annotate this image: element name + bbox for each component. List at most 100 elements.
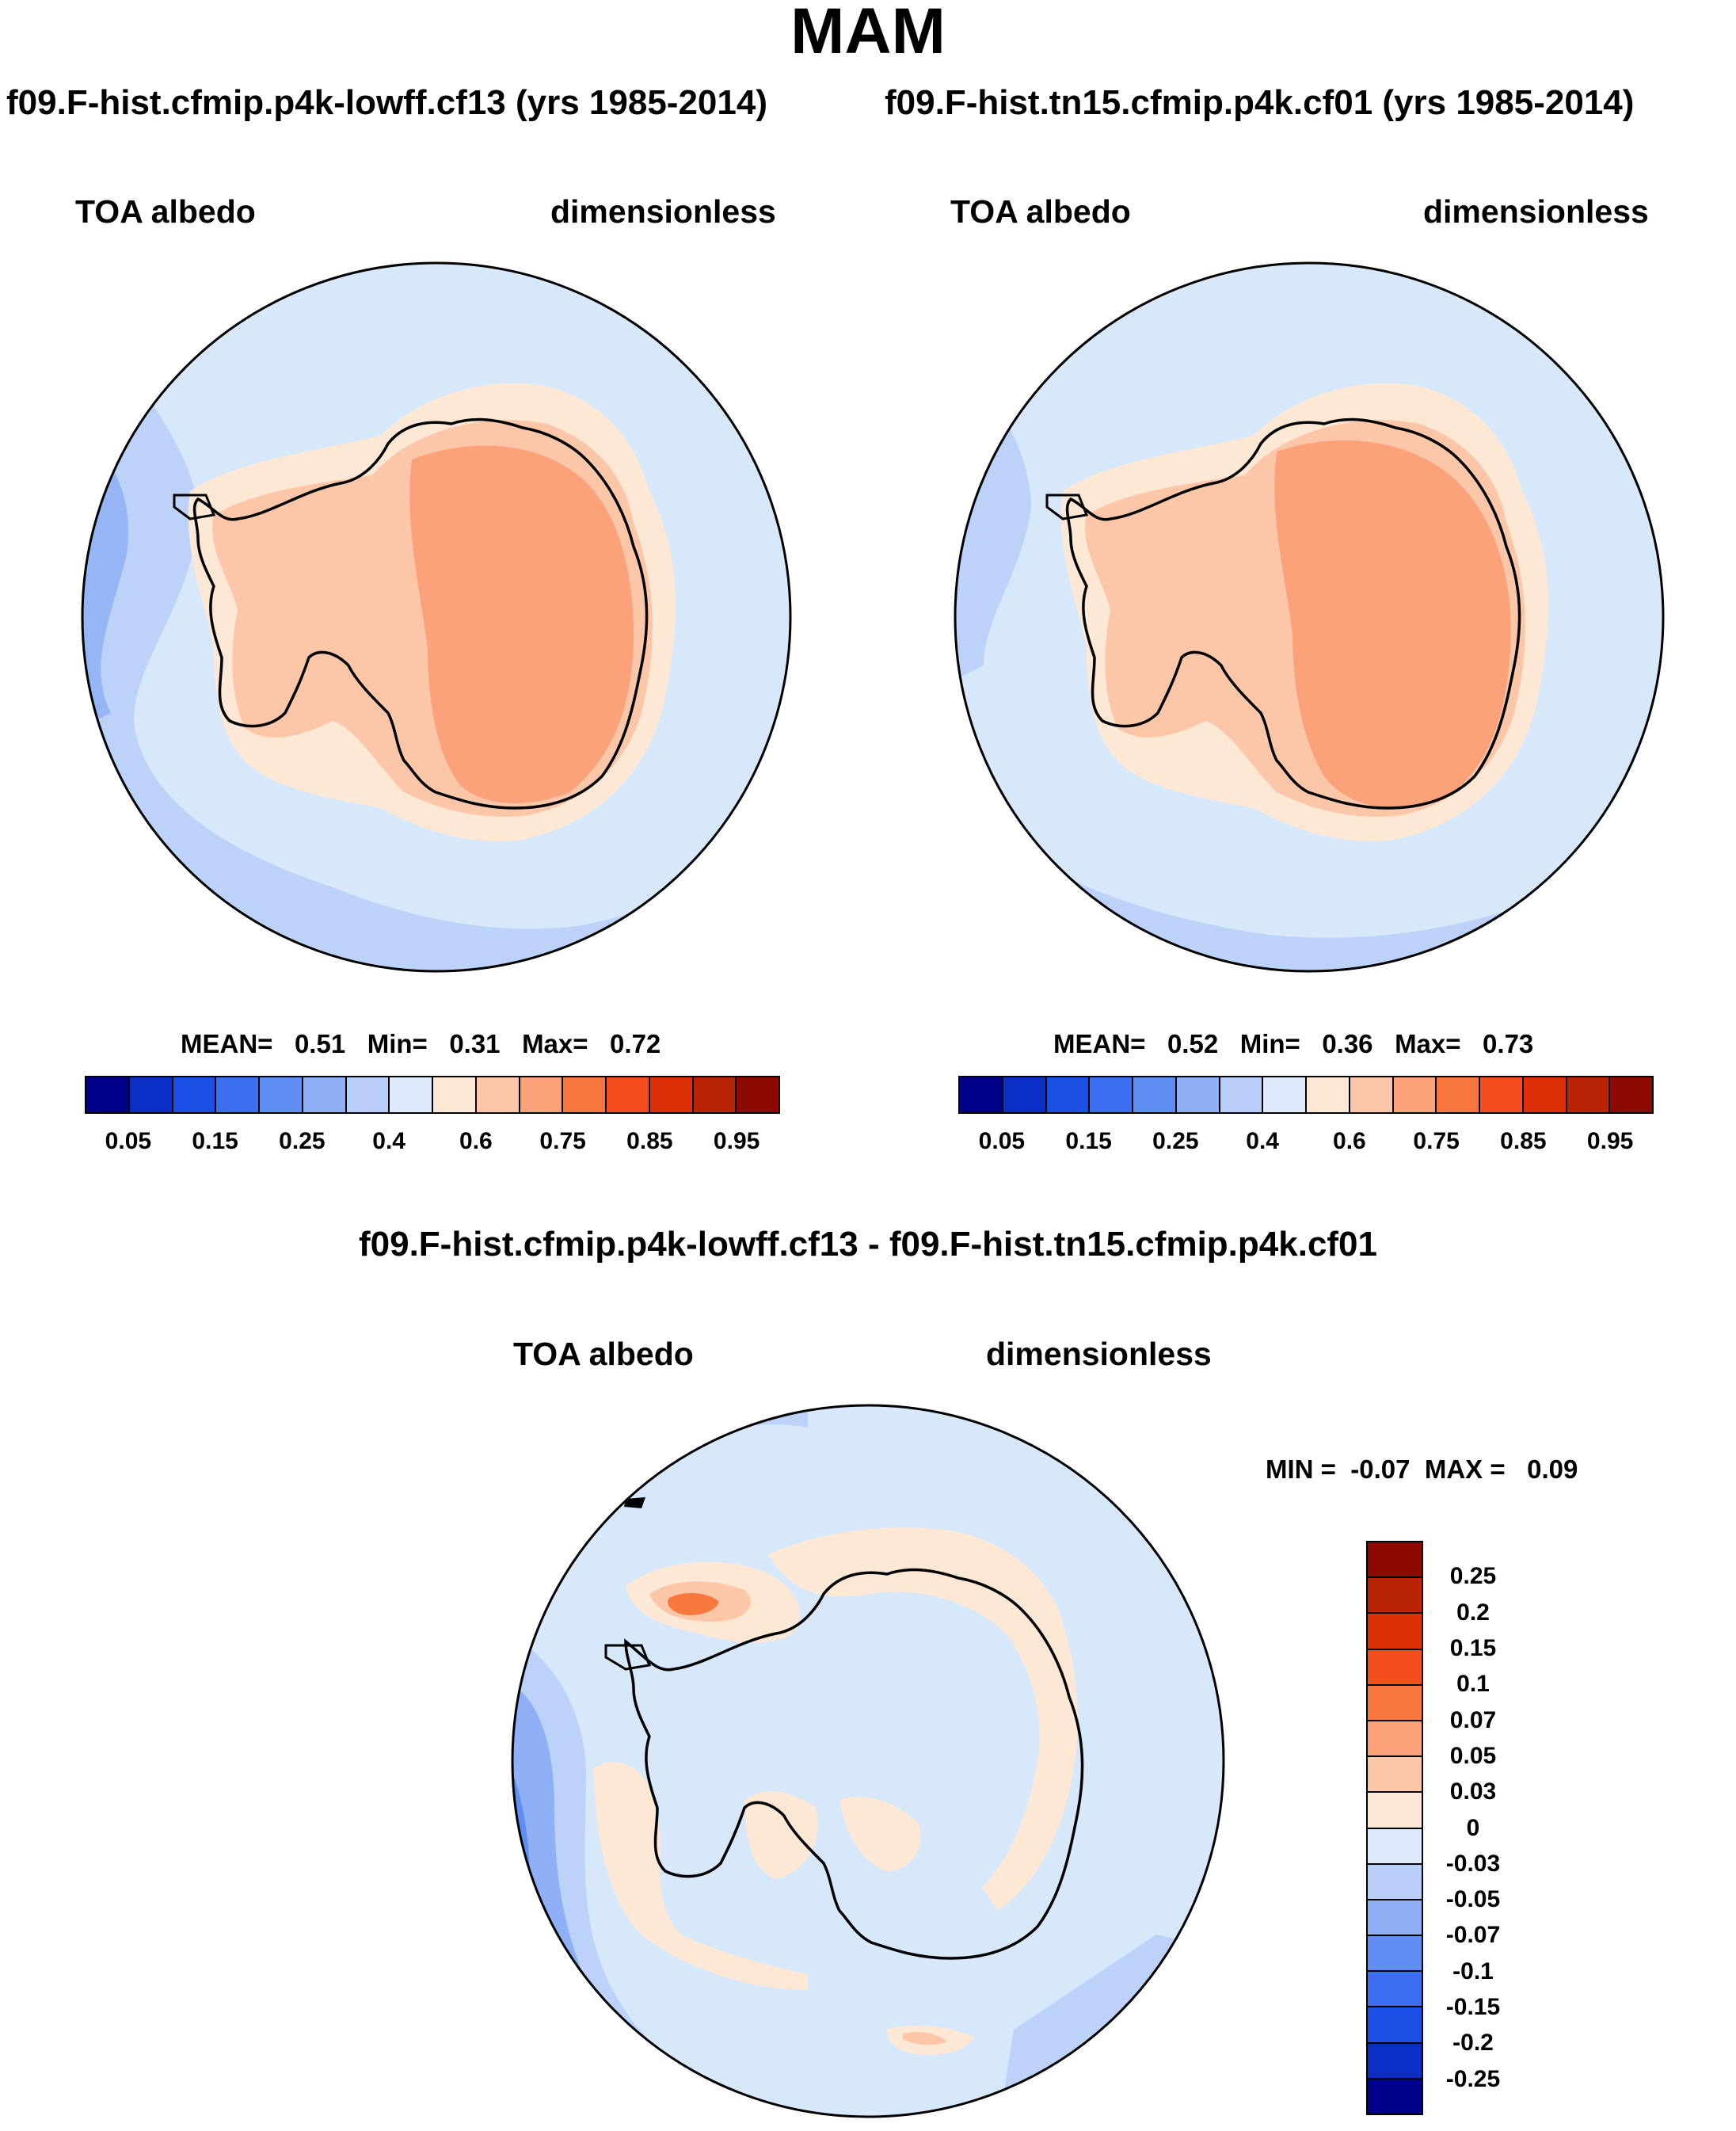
top-left-colorbar-swatch (649, 1077, 694, 1112)
difference-colorbar-swatch (1368, 1685, 1422, 1721)
top-left-colorbar-swatch (216, 1077, 260, 1112)
bottom-min-max: MIN = -0.07 MAX = 0.09 (1266, 1454, 1578, 1484)
top-right-colorbar-swatch (1263, 1077, 1307, 1112)
top-right-colorbar-swatch (1046, 1077, 1091, 1112)
difference-colorbar-tick-label: 0.05 (1449, 1742, 1497, 1769)
difference-colorbar-tick-label: -0.2 (1452, 2030, 1494, 2057)
difference-colorbar-tick-label: -0.03 (1445, 1850, 1501, 1877)
top-left-colorbar-swatch (607, 1077, 650, 1112)
difference-colorbar-swatch (1368, 1864, 1422, 1900)
top-right-colorbar-swatch (1393, 1077, 1437, 1112)
left-run-header: f09.F-hist.cfmip.p4k-lowff.cf13 (yrs 198… (6, 83, 767, 122)
difference-colorbar-tick-label: 0.07 (1449, 1706, 1497, 1733)
top-left-units-label: dimensionless (550, 193, 776, 230)
top-left-colorbar-swatch (563, 1077, 607, 1112)
difference-title: f09.F-hist.cfmip.p4k-lowff.cf13 - f09.F-… (358, 1225, 1378, 1264)
top-right-colorbar-tick-label: 0.25 (1152, 1128, 1199, 1154)
top-right-colorbar-swatch (1003, 1077, 1047, 1112)
difference-colorbar-tick-label: 0.15 (1449, 1634, 1497, 1661)
top-right-polar-map (954, 261, 1665, 973)
top-left-colorbar-swatch (86, 1077, 130, 1112)
top-left-colorbar-swatch (173, 1077, 217, 1112)
difference-colorbar-swatch (1368, 2007, 1422, 2044)
difference-colorbar-tick-label: -0.07 (1445, 1922, 1501, 1949)
difference-colorbar-tick-label: 0.1 (1456, 1671, 1490, 1698)
top-left-colorbar-tick-label: 0.6 (459, 1128, 493, 1154)
top-right-colorbar-swatch (1480, 1077, 1524, 1112)
difference-colorbar-tick-label: 0.2 (1456, 1599, 1490, 1626)
top-right-units-label: dimensionless (1423, 193, 1649, 230)
top-left-colorbar-swatch (346, 1077, 390, 1112)
difference-colorbar-tick-label: 0.25 (1449, 1563, 1497, 1590)
difference-colorbar-ticks: 0.25 0.2 0.15 0.1 0.07 0.05 0.03 0 -0.03 -0.05 -0.… (1423, 1541, 1526, 2115)
top-left-colorbar-swatch (737, 1077, 779, 1112)
difference-colorbar-swatch (1368, 2079, 1422, 2114)
top-right-colorbar-tick-label: 0.05 (978, 1128, 1026, 1154)
difference-colorbar-tick-label: -0.1 (1452, 1958, 1494, 1984)
difference-colorbar-swatch (1368, 2043, 1422, 2080)
difference-colorbar-swatch (1368, 1936, 1422, 1973)
difference-colorbar-tick-label: -0.15 (1445, 1994, 1501, 2021)
difference-colorbar-tick-label: 0.03 (1449, 1778, 1497, 1805)
difference-colorbar-swatch (1368, 1578, 1422, 1614)
top-left-colorbar-tick-label: 0.15 (192, 1128, 238, 1154)
top-right-colorbar-tick-label: 0.4 (1246, 1128, 1279, 1154)
top-left-colorbar-swatch (390, 1077, 433, 1112)
difference-colorbar-swatch (1368, 1793, 1422, 1829)
top-right-colorbar-swatch (1567, 1077, 1611, 1112)
difference-colorbar-swatch (1368, 1972, 1422, 2008)
top-left-colorbar-swatch (520, 1077, 564, 1112)
top-left-colorbar-swatch (476, 1077, 520, 1112)
top-left-colorbar (85, 1076, 780, 1114)
difference-colorbar-swatch (1368, 1542, 1422, 1579)
top-left-colorbar-tick-label: 0.05 (105, 1128, 152, 1154)
difference-colorbar-swatch (1368, 1828, 1422, 1865)
top-right-colorbar-ticks: 0.05 0.15 0.25 0.4 0.6 0.75 0.85 0.95 (958, 1128, 1654, 1160)
top-left-colorbar-swatch (260, 1077, 303, 1112)
right-run-header: f09.F-hist.tn15.cfmip.p4k.cf01 (yrs 1985… (885, 83, 1635, 122)
bottom-difference-polar-map (511, 1404, 1225, 2118)
top-left-variable-label: TOA albedo (75, 193, 256, 230)
top-left-colorbar-swatch (129, 1077, 173, 1112)
top-right-colorbar-swatch (1610, 1077, 1652, 1112)
difference-colorbar-swatch (1368, 1900, 1422, 1937)
top-right-colorbar-swatch (1437, 1077, 1480, 1112)
top-left-colorbar-swatch (303, 1077, 347, 1112)
top-right-colorbar (958, 1076, 1654, 1114)
top-left-colorbar-tick-label: 0.95 (713, 1128, 760, 1154)
top-right-variable-label: TOA albedo (950, 193, 1131, 230)
top-left-colorbar-tick-label: 0.75 (539, 1128, 586, 1154)
difference-colorbar-tick-label: -0.25 (1445, 2065, 1501, 2092)
season-title: MAM (790, 0, 946, 67)
top-left-colorbar-swatch (433, 1077, 477, 1112)
difference-colorbar-swatch (1368, 1757, 1422, 1794)
difference-colorbar-swatch (1368, 1614, 1422, 1650)
top-right-colorbar-swatch (1307, 1077, 1350, 1112)
top-right-colorbar-tick-label: 0.15 (1065, 1128, 1112, 1154)
top-right-colorbar-swatch (960, 1077, 1003, 1112)
top-left-colorbar-tick-label: 0.25 (279, 1128, 326, 1154)
top-left-colorbar-ticks: 0.05 0.15 0.25 0.4 0.6 0.75 0.85 0.95 (85, 1128, 780, 1160)
top-right-colorbar-swatch (1523, 1077, 1567, 1112)
bottom-variable-label: TOA albedo (513, 1336, 694, 1372)
difference-colorbar-tick-label: 0 (1466, 1814, 1480, 1841)
top-right-colorbar-tick-label: 0.85 (1500, 1128, 1547, 1154)
difference-colorbar-swatch (1368, 1721, 1422, 1758)
top-right-colorbar-swatch (1090, 1077, 1133, 1112)
top-right-colorbar-swatch (1220, 1077, 1264, 1112)
top-left-colorbar-tick-label: 0.85 (626, 1128, 673, 1154)
top-right-colorbar-swatch (1176, 1077, 1220, 1112)
difference-colorbar-swatch (1368, 1649, 1422, 1686)
top-right-colorbar-swatch (1133, 1077, 1177, 1112)
bottom-units-label: dimensionless (986, 1336, 1212, 1372)
top-left-stats: MEAN= 0.51 Min= 0.31 Max= 0.72 (181, 1029, 661, 1058)
top-right-colorbar-tick-label: 0.6 (1333, 1128, 1366, 1154)
top-right-colorbar-swatch (1350, 1077, 1394, 1112)
difference-colorbar-tick-label: -0.05 (1445, 1886, 1501, 1913)
top-right-stats: MEAN= 0.52 Min= 0.36 Max= 0.73 (1053, 1029, 1534, 1058)
top-right-colorbar-tick-label: 0.75 (1413, 1128, 1460, 1154)
difference-colorbar (1366, 1541, 1423, 2115)
top-right-colorbar-tick-label: 0.95 (1586, 1128, 1634, 1154)
top-left-colorbar-tick-label: 0.4 (372, 1128, 405, 1154)
top-left-colorbar-swatch (693, 1077, 737, 1112)
